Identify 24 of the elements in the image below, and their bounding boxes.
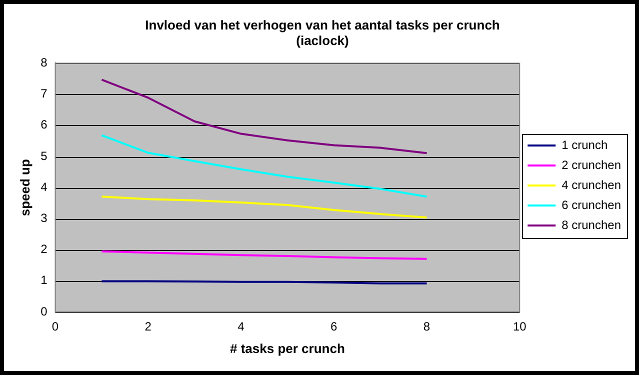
x-tick-label: 10	[512, 320, 527, 334]
x-axis-title: # tasks per crunch	[230, 340, 345, 356]
x-tick-label: 4	[238, 320, 245, 334]
y-tick-label: 5	[40, 148, 48, 163]
x-tick-label: 8	[423, 320, 430, 334]
x-tick-label: 0	[52, 320, 59, 334]
y-tick-label: 4	[40, 180, 48, 194]
legend-label: 8 crunchen	[562, 218, 621, 232]
legend-label: 2 crunchen	[562, 158, 621, 172]
y-tick-label: 7	[40, 86, 48, 101]
y-tick-label: 3	[40, 211, 48, 226]
y-tick-label: 2	[40, 242, 48, 256]
y-tick-label: 0	[40, 304, 48, 318]
legend-label: 6 crunchen	[562, 198, 621, 212]
y-tick-label: 8	[40, 56, 48, 70]
y-axis-title: speed up	[17, 159, 32, 216]
y-tick-label: 1	[40, 273, 48, 288]
chart-subtitle: (iaclock)	[296, 32, 349, 48]
y-tick-label: 6	[40, 118, 48, 132]
x-tick-label: 6	[330, 320, 338, 334]
legend-label: 1 crunch	[562, 138, 608, 152]
legend-label: 4 crunchen	[562, 178, 621, 192]
x-tick-label: 2	[144, 320, 152, 334]
chart-title: Invloed van het verhogen van het aantal tasks per crunch	[145, 17, 500, 32]
